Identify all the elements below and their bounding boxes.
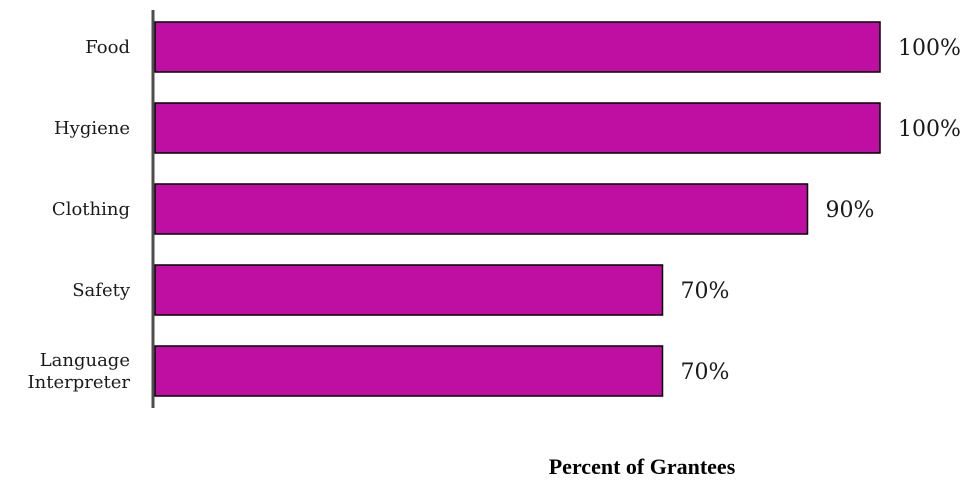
bar-language-interpreter	[154, 345, 664, 397]
bars-layer	[154, 21, 881, 397]
category-label: Language Interpreter	[28, 350, 131, 393]
value-label: 70%	[681, 279, 730, 304]
value-label: 100%	[898, 117, 961, 142]
category-label: Safety	[72, 280, 131, 301]
value-label: 90%	[826, 198, 875, 223]
bar-clothing	[154, 183, 809, 235]
category-labels: Food Hygiene Clothing Safety Language Interpr…	[28, 37, 131, 393]
bar-food	[154, 21, 881, 73]
value-label: 70%	[681, 360, 730, 385]
bar-safety	[154, 264, 664, 316]
bar-hygiene	[154, 102, 881, 154]
category-label: Clothing	[52, 199, 130, 220]
category-label: Food	[85, 37, 130, 58]
value-label: 100%	[898, 36, 961, 61]
value-labels: 100% 100% 90% 70% 70%	[681, 36, 961, 385]
x-axis-title: Percent of Grantees	[549, 454, 736, 478]
category-label: Hygiene	[54, 118, 130, 139]
